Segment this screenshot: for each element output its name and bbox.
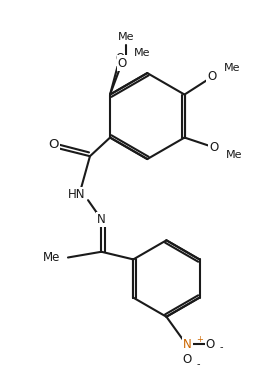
- Text: O: O: [183, 353, 192, 366]
- Text: Me: Me: [134, 47, 151, 57]
- Text: O: O: [208, 70, 217, 83]
- Text: -: -: [220, 342, 223, 352]
- Text: O: O: [118, 57, 127, 70]
- Text: O: O: [206, 338, 215, 351]
- Text: O: O: [210, 141, 219, 153]
- Text: O: O: [48, 138, 59, 151]
- Text: N: N: [97, 213, 106, 226]
- Text: Me: Me: [43, 251, 60, 264]
- Text: -: -: [196, 360, 200, 368]
- Text: Me: Me: [226, 150, 242, 160]
- Text: HN: HN: [68, 188, 85, 201]
- Text: O: O: [115, 52, 124, 65]
- Text: Me: Me: [118, 32, 135, 42]
- Text: Me: Me: [224, 63, 241, 73]
- Text: N: N: [183, 338, 192, 351]
- Text: +: +: [196, 335, 203, 344]
